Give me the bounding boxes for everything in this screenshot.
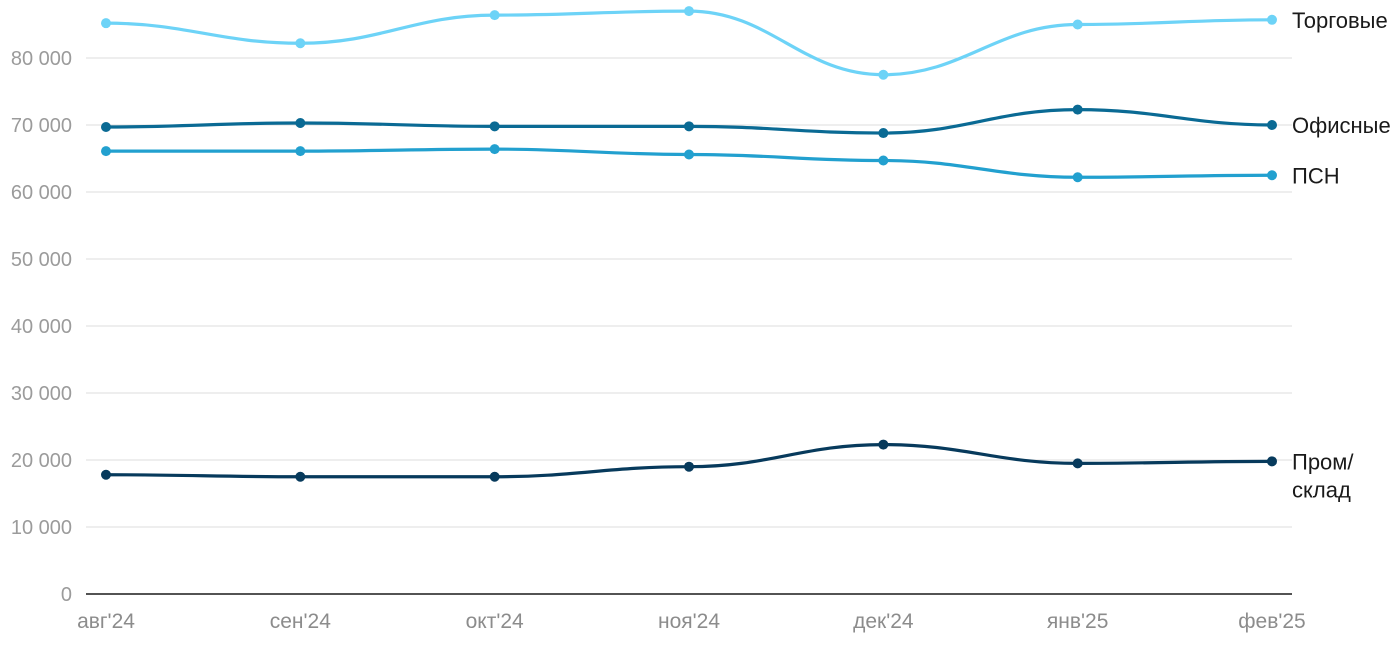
series-1	[101, 6, 1277, 80]
series-3	[101, 144, 1277, 183]
y-tick-label: 20 000	[11, 450, 72, 472]
y-tick-label: 0	[61, 584, 72, 606]
data-point	[878, 439, 889, 450]
data-point	[295, 146, 306, 157]
data-point	[878, 69, 889, 80]
y-tick-label: 80 000	[11, 48, 72, 70]
data-point	[489, 471, 500, 482]
x-tick-label: дек'24	[853, 610, 914, 633]
series-line	[104, 442, 1274, 479]
data-point	[684, 6, 694, 17]
y-tick-label: 70 000	[11, 115, 72, 137]
y-tick-label: 60 000	[11, 182, 72, 204]
data-point	[684, 149, 694, 160]
series-2	[101, 104, 1277, 139]
data-point	[489, 10, 500, 21]
data-point	[295, 117, 306, 128]
data-point	[684, 121, 694, 132]
data-point	[684, 461, 694, 472]
series-label: Пром/склад	[1292, 449, 1354, 502]
series-label-line: Торговые	[1292, 8, 1388, 33]
gridlines	[86, 57, 1292, 528]
data-point	[489, 121, 500, 132]
data-point	[101, 122, 111, 133]
data-point	[878, 155, 889, 166]
series-label: Офисные	[1292, 113, 1391, 138]
data-point	[1267, 14, 1277, 25]
series-label-line: Пром/	[1292, 449, 1354, 474]
data-point	[295, 38, 306, 49]
data-point	[1267, 456, 1277, 467]
series-label-line: ПСН	[1292, 163, 1340, 188]
x-tick-label: ноя'24	[658, 610, 720, 633]
series-lines	[101, 6, 1277, 482]
data-point	[489, 144, 500, 155]
series-line	[104, 9, 1274, 77]
series-label: ПСН	[1292, 163, 1340, 188]
y-tick-label: 50 000	[11, 249, 72, 271]
x-tick-label: сен'24	[270, 610, 331, 633]
data-point	[101, 146, 111, 157]
x-axis-ticks: авг'24 сен'24 окт'24 ноя'24 дек'24 янв'25 фев'…	[77, 610, 1306, 633]
series-4	[101, 439, 1277, 482]
x-tick-label: фев'25	[1238, 610, 1305, 633]
y-axis-ticks: 0 10 000 20 000 30 000 40 000 50 000 60 000 70 …	[11, 48, 72, 606]
series-label: Торговые	[1292, 8, 1388, 33]
data-point	[295, 471, 306, 482]
data-point	[1072, 19, 1083, 30]
data-point	[101, 469, 111, 480]
y-tick-label: 30 000	[11, 383, 72, 405]
series-label-line: Офисные	[1292, 113, 1391, 138]
data-point	[101, 18, 111, 29]
data-point	[1072, 172, 1083, 183]
data-point	[878, 128, 889, 139]
x-tick-label: окт'24	[466, 610, 524, 633]
y-tick-label: 40 000	[11, 316, 72, 338]
x-tick-label: авг'24	[77, 610, 135, 633]
data-point	[1072, 104, 1083, 115]
series-labels: Торговые Офисные ПСН Пром/склад	[1292, 8, 1391, 503]
data-point	[1267, 120, 1277, 130]
series-label-line: склад	[1292, 477, 1351, 502]
data-point	[1267, 170, 1277, 181]
y-tick-label: 10 000	[11, 517, 72, 539]
data-point	[1072, 458, 1083, 469]
x-tick-label: янв'25	[1047, 610, 1109, 633]
